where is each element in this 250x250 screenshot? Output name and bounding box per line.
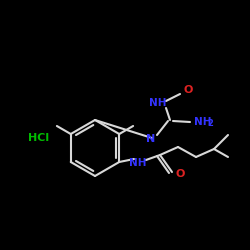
Text: 2: 2 xyxy=(207,120,213,128)
Text: HCl: HCl xyxy=(28,133,49,143)
Text: NH: NH xyxy=(194,117,212,127)
Text: O: O xyxy=(175,169,184,179)
Text: O: O xyxy=(183,85,192,95)
Text: NH: NH xyxy=(149,98,167,108)
Text: N: N xyxy=(146,134,156,144)
Text: NH: NH xyxy=(129,158,147,168)
